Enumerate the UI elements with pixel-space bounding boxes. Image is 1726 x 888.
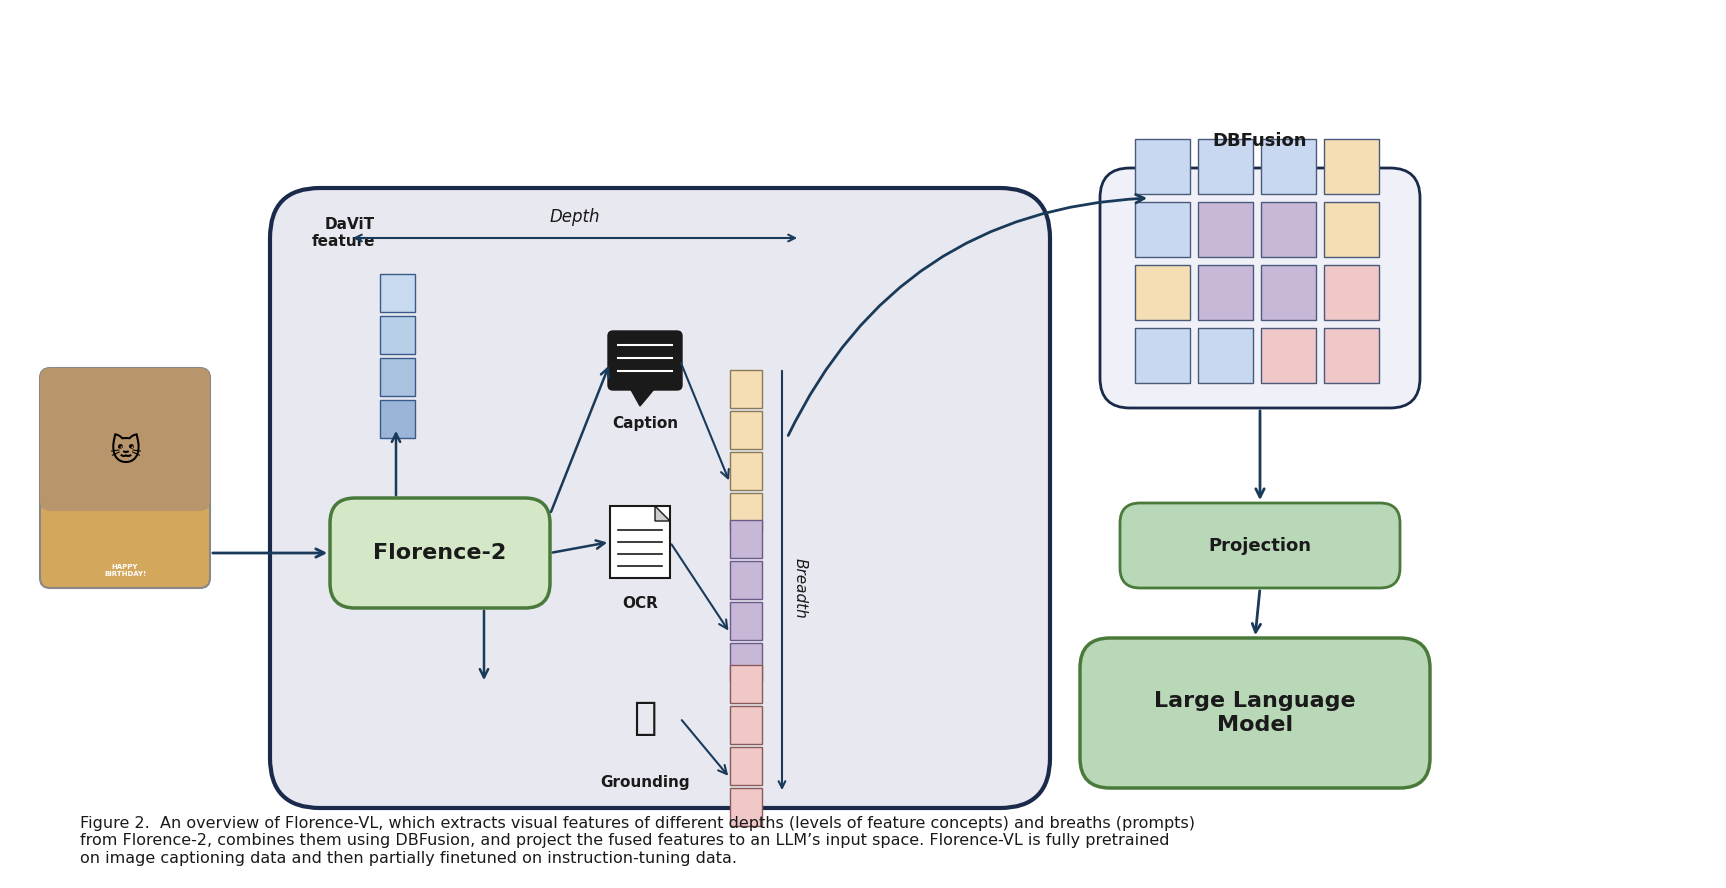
Text: 🐱: 🐱 [109, 437, 142, 466]
FancyBboxPatch shape [1136, 328, 1189, 383]
Text: Figure 2.  An overview of Florence-VL, which extracts visual features of differe: Figure 2. An overview of Florence-VL, wh… [79, 816, 1194, 866]
FancyBboxPatch shape [1198, 265, 1253, 320]
FancyBboxPatch shape [40, 368, 211, 511]
FancyBboxPatch shape [269, 188, 1049, 808]
FancyBboxPatch shape [730, 452, 761, 490]
FancyBboxPatch shape [1262, 265, 1315, 320]
FancyBboxPatch shape [730, 411, 761, 449]
FancyBboxPatch shape [730, 665, 761, 703]
FancyBboxPatch shape [1136, 265, 1189, 320]
FancyBboxPatch shape [1324, 265, 1379, 320]
FancyBboxPatch shape [380, 316, 414, 354]
FancyBboxPatch shape [730, 493, 761, 531]
FancyBboxPatch shape [1324, 328, 1379, 383]
FancyBboxPatch shape [1099, 168, 1420, 408]
FancyBboxPatch shape [1198, 328, 1253, 383]
Text: DaViT
feature: DaViT feature [311, 217, 375, 250]
FancyBboxPatch shape [380, 400, 414, 438]
Text: Projection: Projection [1208, 536, 1312, 554]
Text: HAPPY
BIRTHDAY!: HAPPY BIRTHDAY! [104, 564, 147, 576]
FancyBboxPatch shape [380, 358, 414, 396]
FancyBboxPatch shape [730, 788, 761, 826]
FancyBboxPatch shape [1120, 503, 1400, 588]
Text: Breadth: Breadth [792, 558, 808, 618]
Polygon shape [630, 388, 654, 406]
Text: DBFusion: DBFusion [1213, 132, 1307, 150]
FancyBboxPatch shape [1262, 328, 1315, 383]
Text: Florence-2: Florence-2 [373, 543, 507, 563]
FancyBboxPatch shape [1198, 139, 1253, 194]
Text: Caption: Caption [613, 416, 678, 431]
FancyBboxPatch shape [1136, 139, 1189, 194]
FancyBboxPatch shape [730, 561, 761, 599]
Text: 🐈: 🐈 [633, 699, 656, 737]
FancyBboxPatch shape [609, 506, 670, 578]
FancyBboxPatch shape [1262, 139, 1315, 194]
FancyBboxPatch shape [730, 520, 761, 558]
FancyBboxPatch shape [1198, 202, 1253, 257]
FancyBboxPatch shape [1324, 202, 1379, 257]
FancyBboxPatch shape [1080, 638, 1431, 788]
FancyBboxPatch shape [1262, 202, 1315, 257]
FancyBboxPatch shape [730, 706, 761, 744]
FancyBboxPatch shape [730, 747, 761, 785]
Text: Depth: Depth [551, 208, 601, 226]
FancyBboxPatch shape [1324, 139, 1379, 194]
FancyBboxPatch shape [1136, 202, 1189, 257]
Text: OCR: OCR [621, 596, 658, 611]
FancyBboxPatch shape [730, 643, 761, 681]
Polygon shape [654, 506, 670, 521]
Text: Large Language
Model: Large Language Model [1155, 692, 1357, 734]
FancyBboxPatch shape [730, 370, 761, 408]
FancyBboxPatch shape [608, 331, 682, 390]
Text: Grounding: Grounding [601, 775, 690, 790]
FancyBboxPatch shape [730, 602, 761, 640]
FancyBboxPatch shape [380, 274, 414, 312]
FancyBboxPatch shape [40, 368, 211, 588]
FancyBboxPatch shape [330, 498, 551, 608]
